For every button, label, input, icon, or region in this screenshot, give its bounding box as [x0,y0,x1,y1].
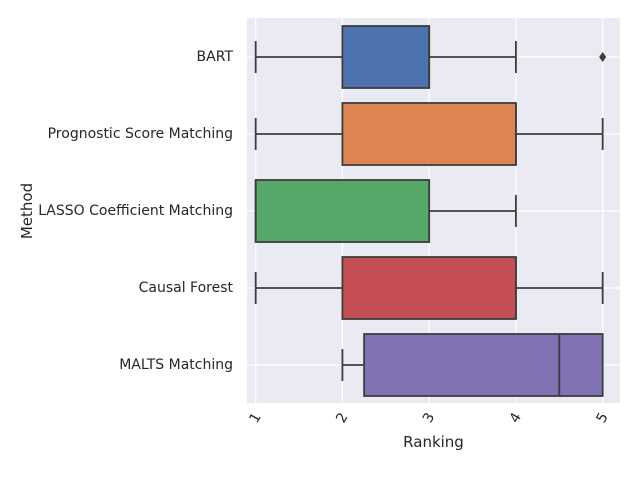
x-tick-label: 1 [247,410,265,426]
box-iqr [341,102,517,166]
box-2 [254,102,604,166]
x-tick-label: 3 [420,410,438,426]
boxes [254,25,607,397]
y-axis-label: Method [18,183,36,239]
x-axis-label: Ranking [403,433,464,451]
y-tick-label: LASSO Coefficient Matching [38,203,233,219]
box-1 [254,25,607,89]
y-tick-label: Causal Forest [139,280,234,296]
box-4 [254,256,604,320]
box-5 [341,333,604,397]
x-tick-labels: 1 2 3 4 5 [247,410,612,426]
box-iqr [254,179,431,243]
y-tick-label: BART [197,49,234,65]
y-tick-labels: BART Prognostic Score Matching LASSO Coeff… [38,49,233,373]
box-iqr [341,25,431,89]
x-tick-label: 2 [333,410,351,426]
x-tick-label: 4 [507,410,525,426]
y-tick-label: MALTS Matching [119,357,233,373]
x-tick-label: 5 [593,410,611,426]
y-tick-label: Prognostic Score Matching [48,126,233,142]
box-3 [254,179,517,243]
box-iqr [363,333,604,397]
outlier-point [599,52,607,62]
box-iqr [341,256,517,320]
